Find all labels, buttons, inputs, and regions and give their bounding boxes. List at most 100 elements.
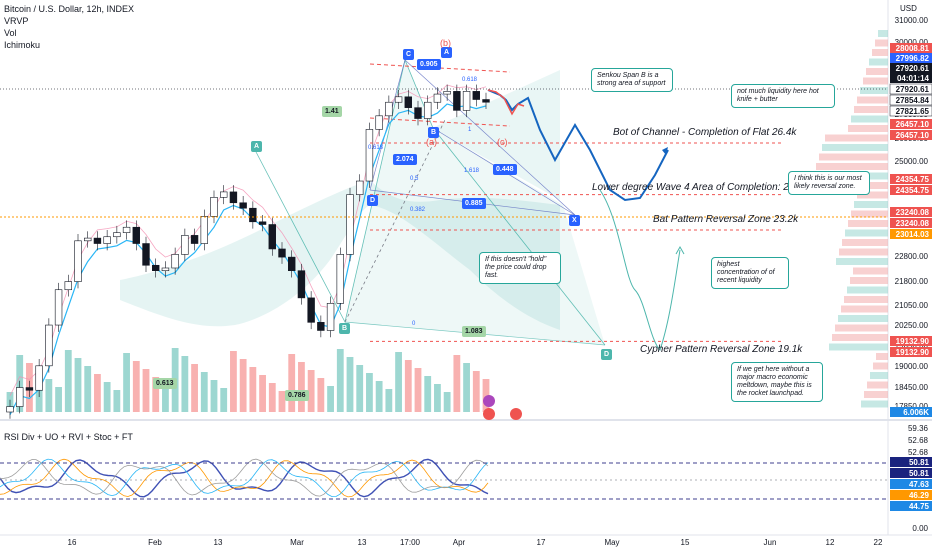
- vrvp-bar: [836, 258, 888, 265]
- volume-bar: [453, 355, 461, 412]
- indicator-vrvp[interactable]: VRVP: [4, 16, 29, 26]
- price-label-box: [889, 105, 932, 117]
- oscillator-lines: [0, 458, 489, 498]
- note-wave4[interactable]: I think this is our most likely reversal…: [788, 171, 870, 195]
- flash-event-icon[interactable]: [483, 395, 495, 407]
- y-tick-label: 21050.00: [895, 301, 929, 310]
- candle-body: [356, 180, 364, 195]
- y-tick-label: 31000.00: [895, 16, 929, 25]
- pattern-dashed-diagonal: [344, 119, 446, 323]
- price-label-text: 26457.10: [896, 120, 930, 129]
- time-axis[interactable]: 16 Feb 13 Mar 13 17:00 Apr 17 May 15 Jun 12 22: [68, 538, 883, 547]
- arrow-up-green: [675, 245, 685, 255]
- oscillator-axis[interactable]: 59.36 52.68 52.68 0.00: [908, 424, 929, 533]
- point-d-tag-blue: D: [367, 195, 379, 206]
- osc-line: [0, 458, 489, 498]
- fib-tag-2074: 2.074: [393, 154, 417, 165]
- x-tick-label: May: [604, 538, 619, 547]
- price-label-box: [889, 83, 932, 95]
- volume-bar: [74, 358, 82, 412]
- vrvp-bar: [841, 305, 888, 313]
- volume-bar: [356, 365, 364, 412]
- level-label-channel: Bot of Channel - Completion of Flat 26.4…: [613, 127, 797, 138]
- x-tick-label: Apr: [453, 538, 466, 547]
- candle-body: [220, 191, 228, 198]
- projection-leg: [404, 59, 576, 216]
- volume-bar: [278, 391, 286, 412]
- candle-body: [45, 324, 53, 367]
- volume-bar: [64, 350, 72, 412]
- indicator-vol[interactable]: Vol: [4, 28, 17, 38]
- price-label-box: [890, 185, 932, 195]
- osc-label-box: [890, 490, 932, 500]
- oscillator-title[interactable]: RSI Div + UO + RVI + Stoc + FT: [4, 432, 133, 442]
- candle-body: [482, 99, 490, 103]
- osc-line: [0, 458, 489, 498]
- note-liquidity[interactable]: not much liquidity here hot knife + butt…: [731, 84, 835, 108]
- candle-body: [394, 96, 403, 103]
- note-highest[interactable]: highest concentration of of recent liqui…: [711, 257, 789, 289]
- price-label-box: [890, 63, 932, 73]
- volume-bar: [249, 367, 257, 412]
- price-label-box: [890, 43, 932, 53]
- volume-bar: [113, 390, 121, 412]
- note-hold[interactable]: If this doesn't "hold" the price could d…: [479, 252, 561, 284]
- osc-label-box: [890, 457, 932, 467]
- price-label-text: 24354.75: [896, 186, 930, 195]
- candle-body: [346, 194, 354, 255]
- price-label-box: [890, 347, 932, 357]
- volume-bar: [482, 379, 490, 412]
- vrvp-bar: [875, 39, 888, 47]
- symbol-title[interactable]: Bitcoin / U.S. Dollar, 12h, INDEX: [4, 4, 135, 14]
- fib-value-0618: 0.618: [368, 145, 384, 151]
- us-flag-event-icon[interactable]: [483, 408, 495, 420]
- candle-body: [326, 303, 335, 331]
- note-cypher[interactable]: If we get here without a major macro eco…: [731, 362, 823, 402]
- fib-value-0: 0: [412, 321, 416, 327]
- volume-bar: [55, 387, 62, 412]
- price-label-box: [890, 119, 932, 129]
- volume-bar: [366, 373, 373, 412]
- fib-value-05: 0.5: [410, 176, 419, 182]
- candle-body: [365, 129, 374, 182]
- volume-bar: [463, 363, 470, 412]
- volume-bar: [230, 351, 237, 412]
- osc-label-text: 50.81: [909, 469, 930, 478]
- osc-tick-label: 52.68: [908, 448, 929, 457]
- vrvp-bar: [832, 334, 888, 341]
- volume-bar: [317, 378, 325, 412]
- price-label-box: [890, 73, 932, 83]
- volume-bar: [123, 353, 130, 412]
- candle-body: [297, 270, 306, 299]
- candle-body: [152, 264, 160, 272]
- us-flag-event-icon-2[interactable]: [510, 408, 522, 420]
- fib-tag-0905: 0.905: [417, 59, 441, 70]
- vrvp-bar: [878, 30, 888, 37]
- price-label-box: [890, 218, 932, 228]
- price-axis-labels: 28008.8127996.8227920.6104:01:1427920.61…: [889, 43, 932, 417]
- volume-bar: [181, 356, 189, 412]
- chart-legend: Bitcoin / U.S. Dollar, 12h, INDEX VRVP V…: [4, 3, 134, 51]
- note-senkou[interactable]: Senkou Span B is a strong area of suppor…: [591, 68, 673, 92]
- point-b-tag: B: [339, 323, 351, 334]
- fib-tag-0448: 0.448: [493, 164, 517, 175]
- indicator-ichimoku[interactable]: Ichimoku: [4, 40, 41, 50]
- volume-bar: [404, 360, 412, 412]
- vrvp-bar: [863, 77, 888, 85]
- candle-body: [375, 115, 383, 130]
- vrvp-bar: [845, 229, 888, 237]
- vrvp-bar: [873, 362, 888, 370]
- y-tick-label: 21800.00: [895, 277, 929, 286]
- osc-tick-label: 59.36: [908, 424, 929, 433]
- osc-line: [0, 458, 489, 497]
- volume-bar: [414, 368, 422, 412]
- point-d-tag: D: [601, 349, 613, 360]
- candle-body: [54, 289, 63, 326]
- projection-path: [487, 89, 669, 202]
- candle-body: [35, 365, 43, 391]
- volume-bar: [132, 361, 140, 412]
- candle-body: [122, 226, 131, 233]
- y-tick-label: 20250.00: [895, 321, 929, 330]
- price-label-text: 24354.75: [896, 175, 930, 184]
